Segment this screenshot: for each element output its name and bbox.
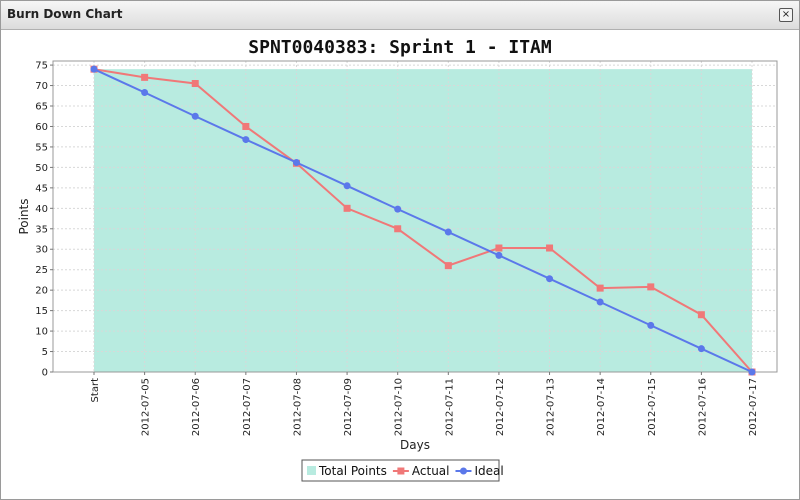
data-point-ideal [343,182,351,190]
data-point-ideal [191,112,199,120]
y-tick-label: 25 [35,265,48,276]
y-tick-label: 20 [35,286,48,297]
y-tick-label: 55 [35,142,48,153]
data-point-ideal [546,275,554,283]
data-point-actual [697,311,705,319]
data-point-actual [444,262,452,270]
x-tick-label: 2012-07-06 [191,378,202,436]
data-point-ideal [444,228,452,236]
data-point-actual [343,204,351,212]
x-tick-label: 2012-07-15 [647,378,658,436]
x-tick-label: Start [90,378,101,403]
data-point-actual [596,284,604,292]
data-point-ideal [292,158,300,166]
x-tick-label: 2012-07-14 [596,378,607,436]
data-point-actual [394,225,402,233]
data-point-ideal [394,205,402,213]
y-axis-label: Points [17,198,31,234]
data-point-actual [546,244,554,252]
y-tick-label: 10 [35,327,48,338]
data-point-actual [495,244,503,252]
series-line-actual [93,68,753,373]
data-point-ideal [697,345,705,353]
x-tick-label: 2012-07-08 [292,378,303,436]
data-point-actual [647,283,655,291]
data-point-actual [141,73,149,81]
legend-marker-ideal [459,467,467,475]
y-tick-label: 5 [42,347,48,358]
window-title: Burn Down Chart [7,7,123,21]
legend: Total Points Actual Ideal [301,459,504,482]
y-tick-label: 75 [35,61,48,72]
data-point-ideal [748,368,756,376]
data-point-actual [191,80,199,88]
legend-swatch-total-points [307,466,316,475]
x-tick-label: 2012-07-13 [546,378,557,436]
data-point-ideal [596,298,604,306]
chart-title: SPNT0040383: Sprint 1 - ITAM [248,37,552,58]
legend-label-total-points: Total Points [318,464,387,478]
chart-area: SPNT0040383: Sprint 1 - ITAM 0 5 10 15 20 25 30… [1,30,799,499]
data-point-ideal [141,89,149,97]
y-tick-label: 0 [42,368,48,379]
data-point-ideal [647,321,655,329]
y-tick-label: 65 [35,102,48,113]
y-tick-label: 30 [35,245,48,256]
y-tick-label: 35 [35,224,48,235]
x-tick-label: 2012-07-07 [242,378,253,436]
x-tick-label: 2012-07-11 [444,378,455,436]
y-tick-label: 15 [35,306,48,317]
x-tick-label: 2012-07-16 [697,378,708,436]
legend-marker-actual [397,467,405,475]
x-axis-label: Days [400,438,430,452]
y-tick-label: 60 [35,122,48,133]
y-tick-label: 50 [35,163,48,174]
y-tick-label: 45 [35,183,48,194]
window-titlebar[interactable]: Burn Down Chart × [1,1,799,30]
legend-label-ideal: Ideal [474,464,503,478]
y-tick-label: 70 [35,81,48,92]
x-tick-label: 2012-07-12 [495,378,506,436]
y-tick-label: 40 [35,204,48,215]
close-icon[interactable]: × [779,8,793,22]
data-point-ideal [90,65,98,73]
series-line-ideal [93,68,753,373]
data-point-ideal [495,251,503,259]
x-tick-label: 2012-07-09 [343,378,354,436]
x-tick-label: 2012-07-10 [394,378,405,436]
data-point-ideal [242,136,250,144]
x-tick-label: 2012-07-05 [141,378,152,436]
x-tick-label: 2012-07-17 [748,378,759,436]
burn-down-chart: SPNT0040383: Sprint 1 - ITAM 0 5 10 15 20 25 30… [17,37,778,482]
legend-label-actual: Actual [412,464,450,478]
data-point-actual [242,122,250,130]
plot-border [52,60,778,373]
